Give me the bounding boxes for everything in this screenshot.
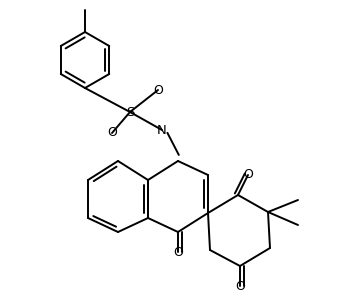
Text: O: O [235,279,245,292]
Text: O: O [173,245,183,258]
Text: O: O [107,126,117,139]
Text: O: O [243,168,253,181]
Text: O: O [153,84,163,96]
Text: N: N [157,124,167,136]
Text: S: S [126,105,134,118]
